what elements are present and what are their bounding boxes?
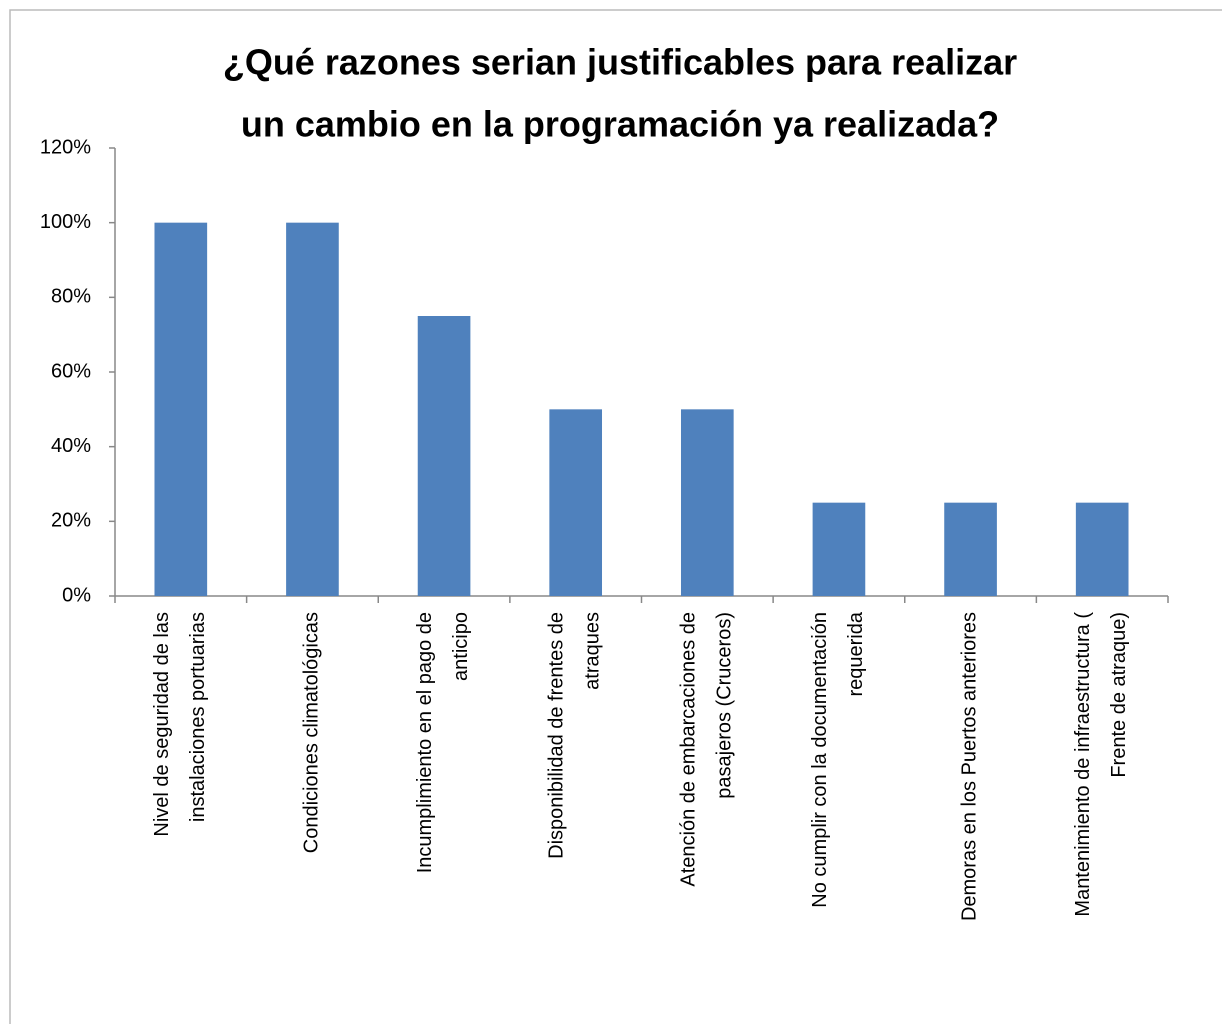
x-tick-label: Incumplimiento en el pago de anticipo bbox=[414, 612, 472, 873]
y-tick-label: 40% bbox=[51, 435, 91, 457]
y-tick-label: 120% bbox=[40, 136, 91, 158]
y-tick-label: 60% bbox=[51, 360, 91, 382]
chart-title: ¿Qué razones serian justificables para r… bbox=[223, 42, 1017, 83]
x-tick-label: No cumplir con la documentación requerida bbox=[809, 611, 867, 908]
y-tick-label: 20% bbox=[51, 510, 91, 532]
bar bbox=[417, 316, 471, 596]
bar bbox=[549, 409, 603, 596]
y-tick-label: 100% bbox=[40, 211, 91, 233]
x-tick-label: Condiciones climatológicas bbox=[301, 612, 323, 853]
chart-title: un cambio en la programación ya realizad… bbox=[241, 104, 999, 145]
x-tick-label: Atención de embarcaciones de pasajeros (C… bbox=[678, 612, 736, 887]
y-tick-label: 80% bbox=[51, 286, 91, 308]
bar bbox=[154, 222, 208, 596]
x-tick-label: Disponibilidad de frentes de atraques bbox=[546, 612, 604, 859]
x-tick-label: Nivel de seguridad de las instalaciones p… bbox=[151, 612, 209, 837]
y-tick-label: 0% bbox=[62, 584, 91, 606]
bar bbox=[812, 502, 866, 596]
chart-frame bbox=[9, 9, 1222, 1024]
bar bbox=[286, 222, 339, 596]
x-tick-label: Mantenimiento de infraestructura (Frente… bbox=[1072, 612, 1130, 917]
bar bbox=[680, 409, 734, 596]
bar bbox=[944, 502, 997, 596]
bar bbox=[1075, 502, 1129, 596]
x-tick-label: Demoras en los Puertos anteriores bbox=[959, 612, 981, 921]
